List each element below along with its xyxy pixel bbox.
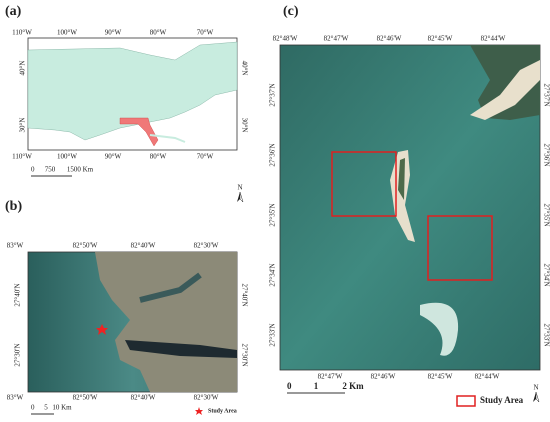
lon-label: 80°W bbox=[150, 29, 167, 37]
lat-label: 27°40'N bbox=[14, 283, 22, 306]
map-b bbox=[27, 251, 238, 393]
lon-label: 80°W bbox=[150, 153, 167, 161]
scale-label: 2 Km bbox=[342, 381, 364, 391]
lon-label: 82°50'W bbox=[73, 394, 98, 402]
scale-label: 5 bbox=[44, 404, 48, 412]
lon-label: 110°W bbox=[12, 29, 32, 37]
lon-label: 82°30'W bbox=[194, 242, 219, 250]
scale-label: 0 bbox=[31, 404, 35, 412]
north-arrow bbox=[533, 392, 536, 402]
lat-label: 27°35'N bbox=[269, 203, 277, 226]
lon-label: 82°30'W bbox=[194, 394, 219, 402]
lon-label: 83°W bbox=[7, 394, 24, 402]
lon-label: 82°46'W bbox=[377, 35, 402, 43]
lat-label: 40°N bbox=[19, 61, 27, 76]
lat-label: 27°34'N bbox=[542, 263, 550, 286]
legend-symbol bbox=[195, 407, 203, 415]
panel-label: (a) bbox=[5, 4, 22, 19]
lon-label: 82°46'W bbox=[371, 373, 396, 381]
lon-label: 100°W bbox=[57, 153, 77, 161]
scale-label: 750 bbox=[45, 166, 56, 174]
lon-label: 82°40'W bbox=[131, 242, 156, 250]
lat-label: 27°30'N bbox=[14, 343, 22, 366]
lat-label: 27°36'N bbox=[269, 143, 277, 166]
map-a bbox=[27, 37, 238, 151]
lon-label: 82°44'W bbox=[475, 373, 500, 381]
lon-label: 100°W bbox=[57, 29, 77, 37]
north-label: N bbox=[237, 184, 242, 192]
north-arrow bbox=[239, 191, 244, 203]
lon-label: 82°44'W bbox=[481, 35, 506, 43]
north-arrow bbox=[237, 192, 240, 202]
lon-label: 82°47'W bbox=[318, 373, 343, 381]
scale-label: 0 bbox=[287, 381, 292, 391]
lon-label: 83°W bbox=[7, 242, 24, 250]
lat-label: 27°36'N bbox=[542, 143, 550, 166]
lat-label: 27°37'N bbox=[269, 83, 277, 106]
north-label: N bbox=[533, 384, 538, 392]
lon-label: 82°50'W bbox=[73, 242, 98, 250]
panel-label: (c) bbox=[283, 4, 299, 19]
scale-label: 1500 Km bbox=[67, 166, 94, 174]
legend-symbol bbox=[456, 395, 476, 407]
lat-label: 27°33'N bbox=[542, 323, 550, 346]
lat-label: 30°N bbox=[240, 118, 248, 133]
legend-label: Study Area bbox=[208, 408, 237, 414]
lon-label: 82°48'W bbox=[273, 35, 298, 43]
lon-label: 82°40'W bbox=[131, 394, 156, 402]
panel-label: (b) bbox=[5, 199, 22, 214]
lat-label: 27°33'N bbox=[269, 323, 277, 346]
lon-label: 70°W bbox=[197, 29, 214, 37]
lon-label: 90°W bbox=[105, 153, 122, 161]
lat-label: 27°30'N bbox=[240, 343, 248, 366]
map-c bbox=[279, 44, 541, 371]
lon-label: 82°45'W bbox=[428, 35, 453, 43]
lat-label: 27°35'N bbox=[542, 203, 550, 226]
lat-label: 40°N bbox=[240, 61, 248, 76]
lat-label: 30°N bbox=[19, 118, 27, 133]
legend-label: Study Area bbox=[480, 395, 524, 405]
lon-label: 82°45'W bbox=[428, 373, 453, 381]
scale-label: 10 Km bbox=[52, 404, 72, 412]
north-arrow bbox=[535, 391, 540, 403]
lon-label: 90°W bbox=[105, 29, 122, 37]
lon-label: 70°W bbox=[197, 153, 214, 161]
lat-label: 27°34'N bbox=[269, 263, 277, 286]
lon-label: 82°47'W bbox=[324, 35, 349, 43]
scale-label: 0 bbox=[31, 166, 35, 174]
scale-label: 1 bbox=[314, 381, 319, 391]
lat-label: 27°40'N bbox=[240, 283, 248, 306]
lat-label: 27°37'N bbox=[542, 83, 550, 106]
lon-label: 110°W bbox=[12, 153, 32, 161]
